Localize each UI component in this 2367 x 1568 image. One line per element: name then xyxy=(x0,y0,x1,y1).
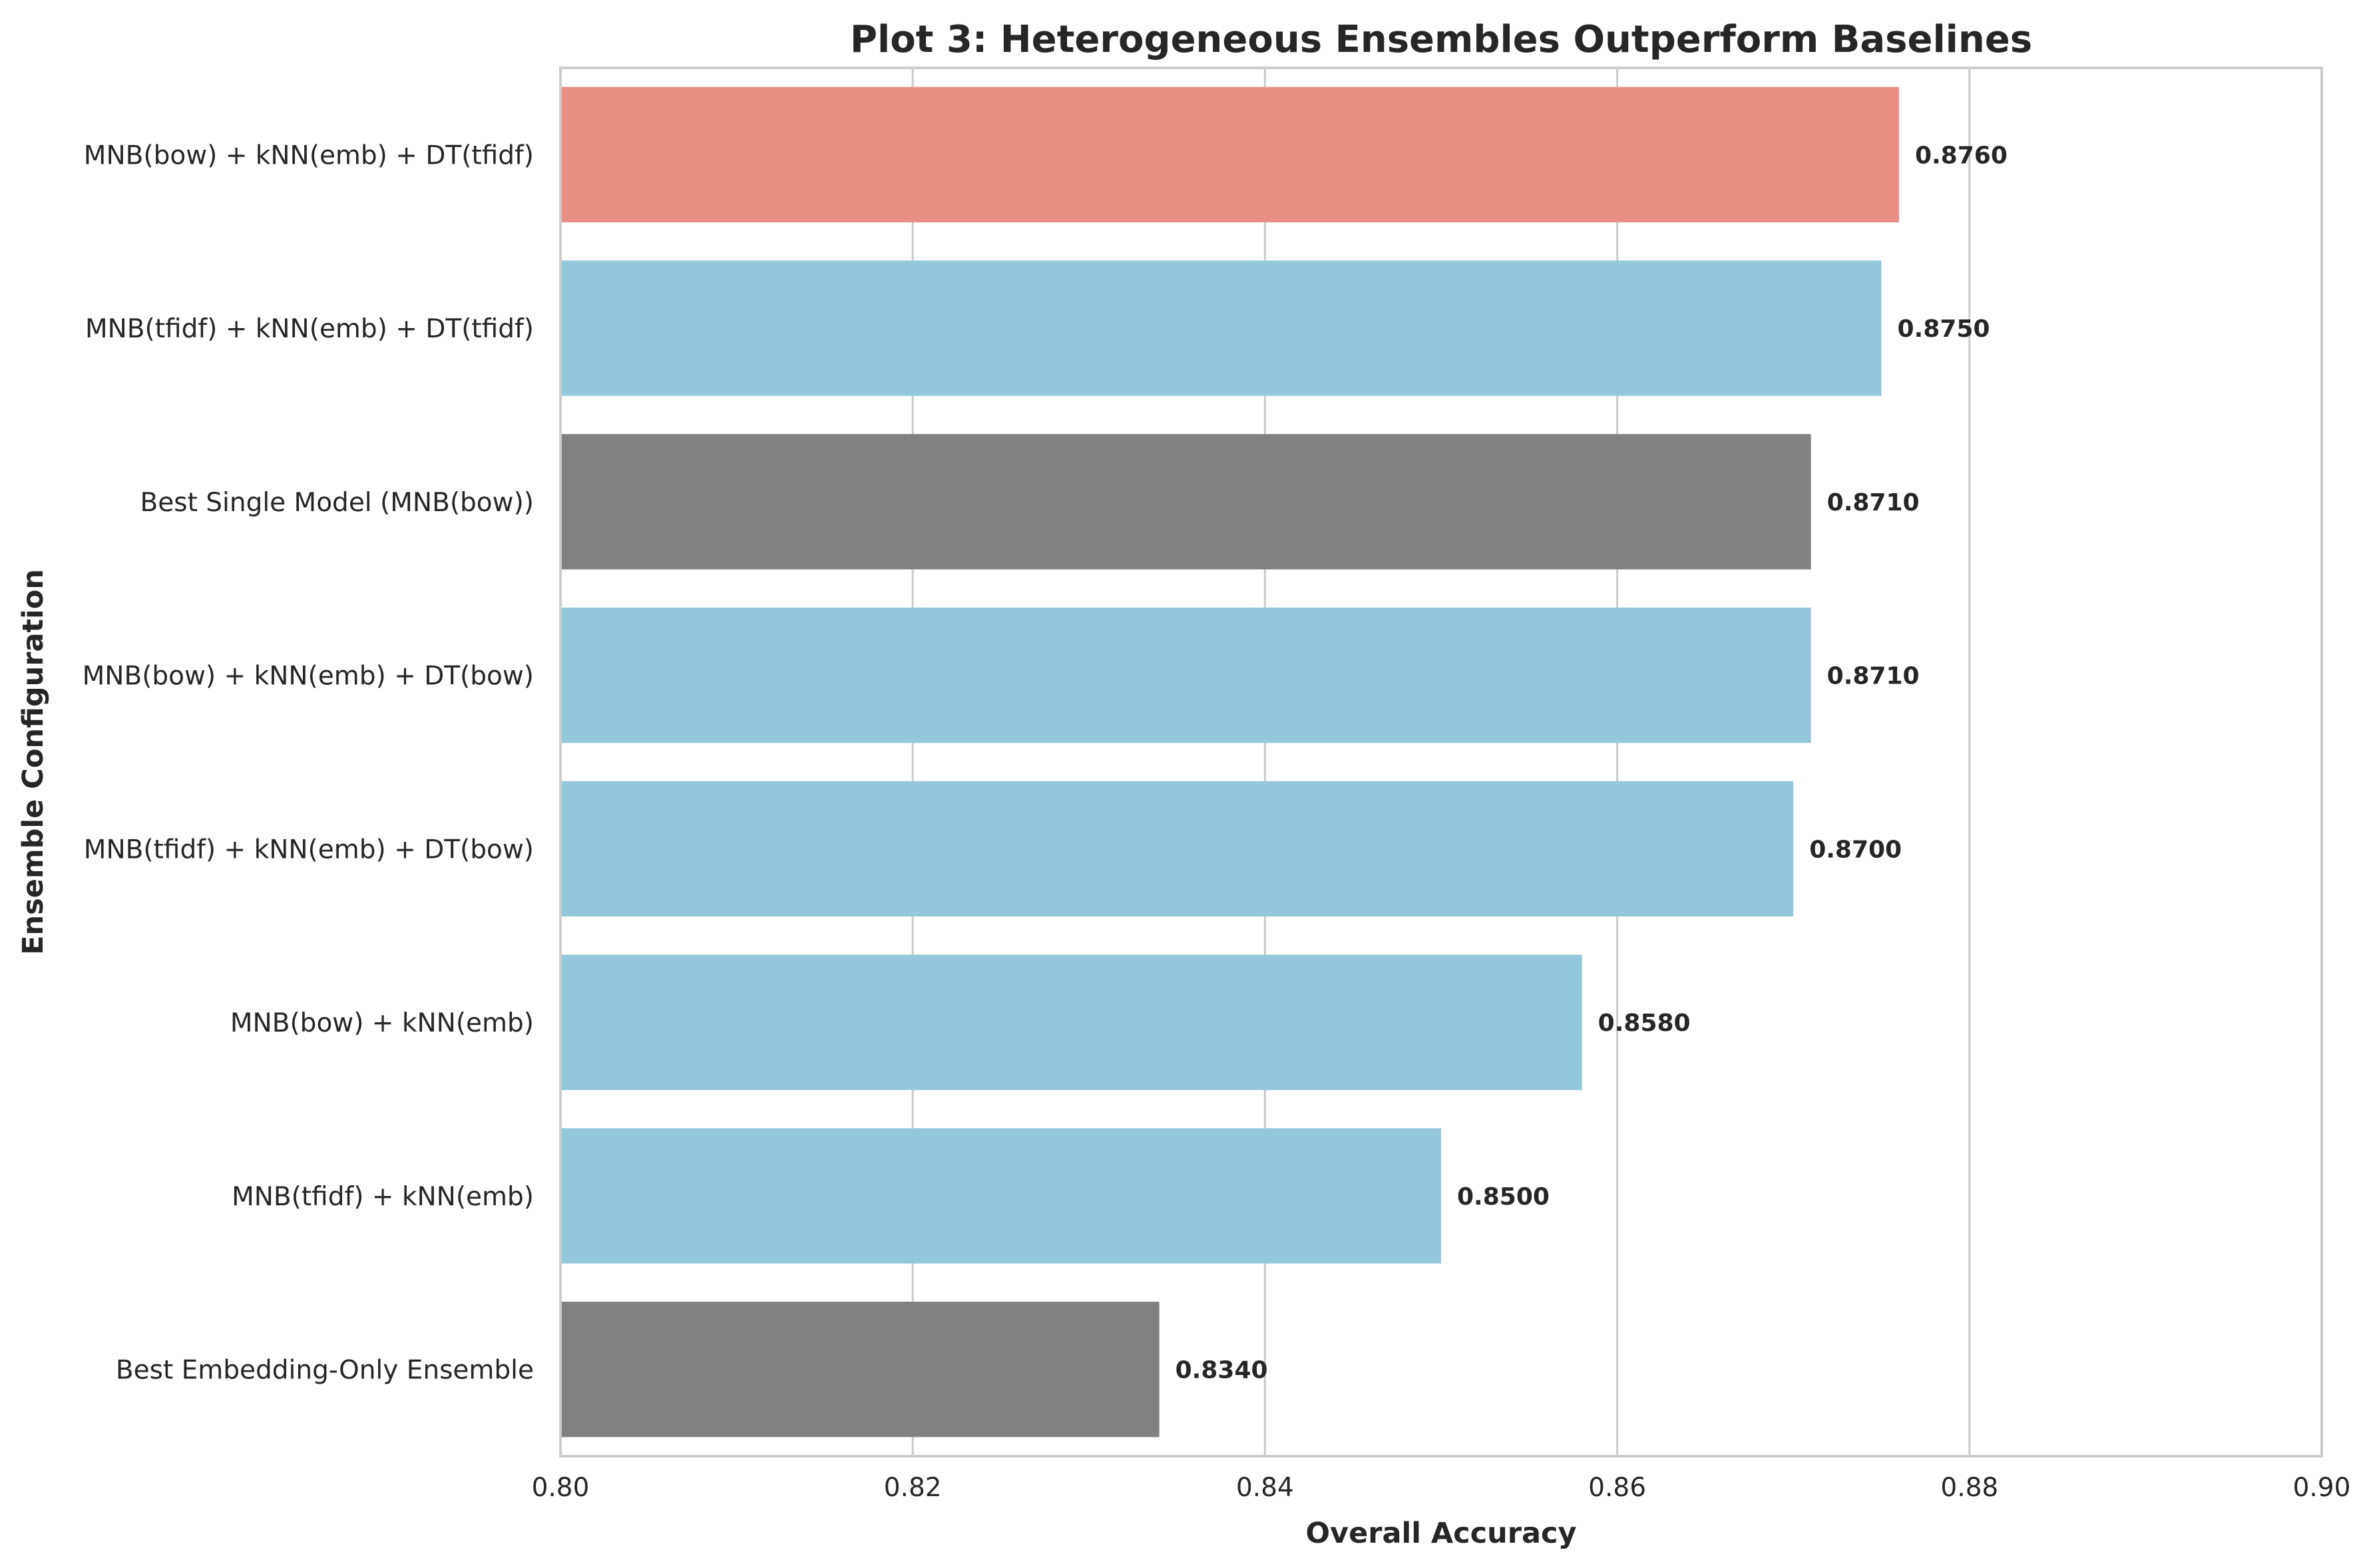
bar xyxy=(560,607,1811,743)
y-tick-label: MNB(bow) + kNN(emb) xyxy=(230,1008,534,1038)
bars xyxy=(560,87,1899,1438)
bar xyxy=(560,781,1794,917)
bar-value-label: 0.8340 xyxy=(1176,1357,1268,1384)
bar xyxy=(560,1301,1160,1438)
x-tick-label: 0.86 xyxy=(1588,1473,1646,1503)
bar-value-label: 0.8580 xyxy=(1598,1010,1691,1037)
y-tick-labels: MNB(bow) + kNN(emb) + DT(tfidf) MNB(tfidf… xyxy=(83,140,534,1385)
y-tick-label: Best Single Model (MNB(bow)) xyxy=(140,488,535,518)
bar xyxy=(560,1128,1441,1264)
y-tick-label: MNB(tfidf) + kNN(emb) xyxy=(232,1182,534,1212)
bar xyxy=(560,87,1899,223)
y-tick-label: MNB(bow) + kNN(emb) + DT(tfidf) xyxy=(84,140,534,170)
x-tick-label: 0.82 xyxy=(884,1473,942,1503)
bar-value-label: 0.8500 xyxy=(1457,1183,1550,1211)
x-tick-label: 0.90 xyxy=(2293,1473,2351,1503)
y-axis-label: Ensemble Configuration xyxy=(17,569,50,955)
y-tick-label: MNB(tfidf) + kNN(emb) + DT(tfidf) xyxy=(85,314,534,344)
y-tick-label: MNB(tfidf) + kNN(emb) + DT(bow) xyxy=(84,835,534,865)
bar-value-labels: 0.8760 0.8750 0.8710 0.8710 0.8700 0.8580 0.85… xyxy=(1176,142,2008,1384)
x-axis-label: Overall Accuracy xyxy=(1305,1517,1576,1550)
plot-frame xyxy=(559,67,2323,1458)
x-tick-label: 0.80 xyxy=(532,1473,590,1503)
bar-value-label: 0.8710 xyxy=(1827,663,1920,690)
bar xyxy=(560,434,1811,570)
x-tick-label: 0.84 xyxy=(1236,1473,1294,1503)
bar-value-label: 0.8760 xyxy=(1915,142,2008,169)
bar-value-label: 0.8710 xyxy=(1827,489,1920,516)
y-tick-label: Best Embedding-Only Ensemble xyxy=(116,1356,534,1386)
bar-value-label: 0.8750 xyxy=(1898,315,1990,343)
bar xyxy=(560,260,1882,396)
bar xyxy=(560,954,1582,1090)
x-tick-labels: 0.80 0.82 0.84 0.86 0.88 0.90 xyxy=(532,1473,2351,1503)
x-tick-label: 0.88 xyxy=(1940,1473,1998,1503)
bar-value-label: 0.8700 xyxy=(1809,836,1902,863)
chart-title: Plot 3: Heterogeneous Ensembles Outperfo… xyxy=(850,18,2032,61)
y-tick-label: MNB(bow) + kNN(emb) + DT(bow) xyxy=(83,662,534,691)
